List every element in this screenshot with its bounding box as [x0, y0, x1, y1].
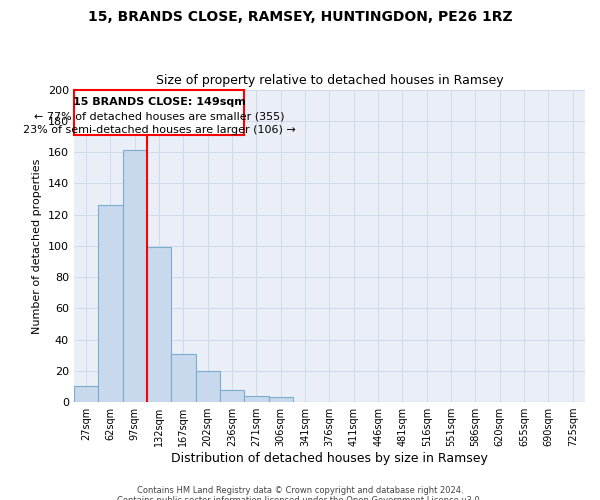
- Bar: [74, 386, 98, 402]
- Bar: [244, 396, 269, 402]
- X-axis label: Distribution of detached houses by size in Ramsey: Distribution of detached houses by size …: [171, 452, 488, 465]
- FancyBboxPatch shape: [74, 90, 244, 135]
- Text: ← 77% of detached houses are smaller (355): ← 77% of detached houses are smaller (35…: [34, 112, 284, 122]
- Bar: [196, 371, 220, 402]
- Text: 23% of semi-detached houses are larger (106) →: 23% of semi-detached houses are larger (…: [23, 126, 295, 136]
- Text: 15, BRANDS CLOSE, RAMSEY, HUNTINGDON, PE26 1RZ: 15, BRANDS CLOSE, RAMSEY, HUNTINGDON, PE…: [88, 10, 512, 24]
- Bar: [171, 354, 196, 402]
- Bar: [220, 390, 244, 402]
- Bar: [269, 398, 293, 402]
- Text: Contains public sector information licensed under the Open Government Licence v3: Contains public sector information licen…: [118, 496, 482, 500]
- Bar: [122, 150, 147, 402]
- Bar: [98, 205, 122, 402]
- Title: Size of property relative to detached houses in Ramsey: Size of property relative to detached ho…: [155, 74, 503, 87]
- Bar: [147, 248, 171, 402]
- Text: Contains HM Land Registry data © Crown copyright and database right 2024.: Contains HM Land Registry data © Crown c…: [137, 486, 463, 495]
- Text: 15 BRANDS CLOSE: 149sqm: 15 BRANDS CLOSE: 149sqm: [73, 98, 245, 108]
- Y-axis label: Number of detached properties: Number of detached properties: [32, 158, 43, 334]
